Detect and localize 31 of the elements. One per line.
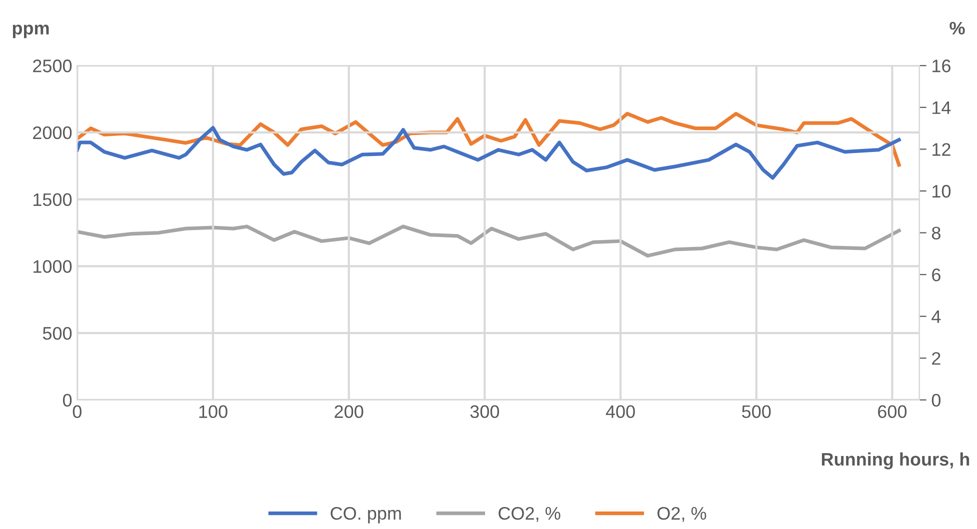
x-tick-label: 600	[878, 405, 907, 418]
y2-tick-label: 14	[932, 102, 951, 114]
y-tick-label: 2000	[33, 126, 72, 140]
x-tick-label: 300	[470, 405, 500, 418]
x-tick-label: 0	[72, 405, 82, 418]
line-series	[77, 112, 901, 167]
legend-label: CO2, %	[498, 506, 560, 522]
y2-tick-label: 10	[932, 184, 951, 198]
x-axis-title: Running hours, h	[822, 452, 970, 470]
legend-label: CO. ppm	[330, 506, 401, 524]
x-tick-label: 400	[606, 405, 635, 418]
y-tick-label: 0	[62, 394, 72, 407]
y-tick-label: 1000	[34, 260, 72, 273]
y-axis-title: ppm	[12, 24, 49, 38]
x-tick-label: 100	[199, 405, 228, 418]
legend-label: O2, %	[657, 506, 706, 522]
y2-tick-label: 2	[932, 352, 940, 365]
x-tick-label: 200	[334, 405, 364, 418]
y2-tick-label: 6	[932, 268, 940, 282]
line-series	[77, 224, 901, 258]
y2-tick-label: 16	[932, 60, 950, 72]
x-tick-label: 500	[742, 405, 771, 418]
y2-tick-label: 4	[932, 310, 941, 323]
y-tick-label: 1500	[34, 193, 72, 206]
y-tick-label: 2500	[33, 60, 72, 72]
y2-tick-label: 0	[932, 394, 940, 407]
y2-axis-title: %	[950, 22, 965, 35]
y2-tick-label: 12	[932, 143, 950, 156]
y2-tick-label: 8	[932, 226, 940, 240]
line-series	[77, 126, 901, 180]
y-tick-label: 500	[42, 326, 72, 340]
